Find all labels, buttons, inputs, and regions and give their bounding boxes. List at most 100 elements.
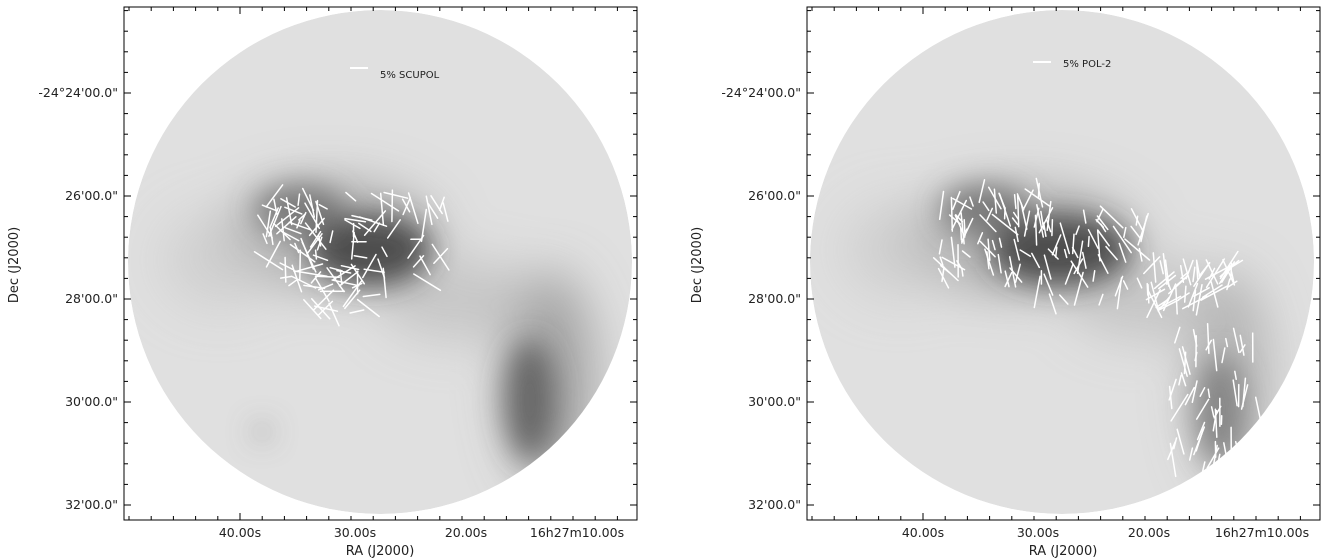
right-polarization-vector [1146,288,1161,319]
left-polarization-vector [425,195,433,226]
right-polarization-vector [1240,384,1249,410]
left-polarization-vector [419,255,431,276]
right-polarization-vector [1159,299,1180,310]
left-scale-bar-label: 5% SCUPOL [380,70,440,81]
right-polarization-vector [1212,338,1218,372]
left-polarization-vector [299,249,302,281]
left-polarization-vector [340,264,360,271]
right-polarization-vector [1096,208,1104,223]
right-polarization-vector [1043,273,1054,296]
right-polarization-vector [977,232,984,245]
right-polarization-vector [1178,374,1182,386]
left-polarization-vector [329,230,334,244]
left-polarization-vector [407,192,419,225]
right-polarization-vector [1153,271,1175,290]
right-polarization-vector [932,257,959,282]
left-polarization-vector [344,289,361,310]
left-polarization-vector [284,227,302,235]
left-polarization-vector [294,242,300,254]
right-polarization-vector [939,256,944,267]
right-polarization-vector [1070,260,1089,288]
right-panel: 5% POL-2 -24°24'00.0" 26'00.0" 28'00.0" … [690,6,1321,559]
left-polarization-vector [363,210,387,236]
right-polarization-vector [1229,471,1238,495]
left-polarization-vector [349,309,365,314]
right-polarization-vector [1098,293,1104,306]
left-polarization-vector [284,206,303,215]
left-polarization-vector [276,216,297,235]
right-polarization-vector [1137,212,1149,246]
right-polarization-vector [1212,409,1218,432]
left-polarization-vector [344,217,367,223]
right-polarization-vector [1219,250,1239,280]
right-polarization-vector [1195,260,1199,280]
left-polarization-vector [379,192,385,226]
right-polarization-vector [1136,277,1143,289]
right-polarization-vector [1021,189,1034,212]
right-ytick-label-1: -24°24'00.0" [721,85,801,100]
left-polarization-vector [297,193,301,206]
right-ticks [807,7,1320,520]
right-xtick-label-2: 30.00s [1017,525,1059,540]
right-polarization-vector [1112,225,1132,254]
left-polarization-vector [288,221,312,231]
right-polarization-vector [1173,437,1178,450]
right-polarization-vector [1232,379,1238,407]
left-polarization-vector [328,302,340,327]
right-polarization-vector [1193,287,1210,297]
left-polarization-vector [301,187,315,212]
right-polarization-vector [969,196,974,207]
left-polarization-vector [298,213,306,221]
left-ytick-label-5: 32'00.0" [65,497,118,512]
right-polarization-vector [960,217,974,243]
right-polarization-vector [954,214,964,223]
right-polarization-vector [1048,293,1057,315]
right-polarization-vector [1192,289,1197,312]
left-polarization-vector [377,258,386,279]
right-polarization-vector [1063,248,1068,259]
right-polarization-vector [1014,263,1021,283]
left-polarization-vector [269,227,274,246]
right-polarization-vector [991,213,1019,236]
right-polarization-vector [1254,432,1258,448]
left-polarization-vector [300,237,315,270]
left-polarization-vector [265,240,281,268]
right-polarization-vector [1182,258,1192,286]
right-polarization-vector [1033,275,1041,309]
right-polarization-vector [1199,387,1206,397]
right-polarization-vector [1210,406,1215,418]
right-polarization-vector [1013,238,1021,261]
left-polarization-vector [430,195,443,215]
left-polarization-vector [402,197,412,216]
left-ytick-label-4: 30'00.0" [65,394,118,409]
right-polarization-vector [1191,380,1198,404]
right-polarization-vector [1059,222,1071,255]
right-polarization-vector [993,188,998,214]
left-polarization-vector [383,191,409,199]
right-polarization-vector [1051,234,1062,256]
right-polarization-vector [1254,396,1263,426]
right-polarization-vector [954,214,966,238]
right-polarization-vector [1073,258,1084,275]
right-polarization-vector [1164,259,1170,288]
left-polarization-vector [304,222,327,250]
left-polarization-vector [386,219,401,239]
right-polarization-vector [938,190,945,221]
right-polarization-vector [1118,242,1127,263]
right-polarization-vector [951,199,968,231]
left-polarization-vector [280,198,296,208]
right-polarization-vector [1218,265,1231,285]
right-polarization-vector [1239,334,1245,356]
left-polarization-vector [265,184,284,208]
right-polarization-vector [1178,292,1190,301]
right-polarization-vector [991,239,996,251]
right-polarization-vector [1096,229,1110,247]
right-xtick-label-3: 20.00s [1128,525,1170,540]
right-polarization-vector [1175,285,1178,315]
right-polarization-vector [1116,277,1123,310]
left-polarization-vector [265,210,272,238]
left-polarization-vector [391,189,394,223]
right-y-axis-title: Dec (J2000) [690,227,705,303]
left-polarization-vector [284,256,287,283]
right-polarization-vector [1169,442,1177,478]
